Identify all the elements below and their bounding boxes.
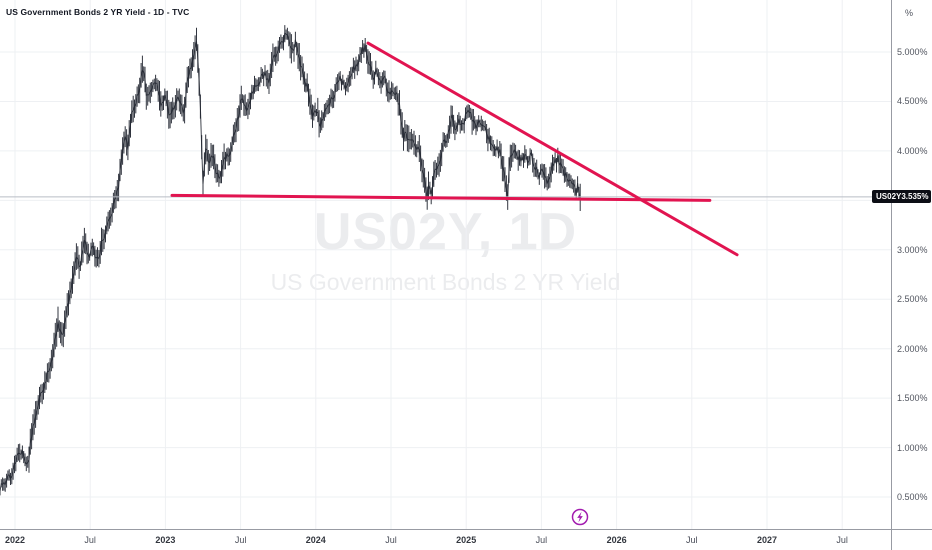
chart-title: US Government Bonds 2 YR Yield - 1D - TV… — [6, 7, 190, 17]
time-scale-tick: 2023 — [155, 535, 176, 545]
last-price-value: 3.535% — [901, 192, 929, 201]
time-scale-tick: Jul — [385, 535, 397, 545]
time-scale-tick: 2025 — [456, 535, 477, 545]
gridlines — [0, 0, 891, 529]
horizontal-support[interactable] — [170, 193, 712, 202]
price-scale-tick: 2.500% — [897, 294, 928, 305]
time-scale-tick: 2027 — [756, 535, 778, 545]
time-scale-tick: Jul — [686, 535, 698, 545]
last-price-symbol: US02Y — [876, 192, 902, 201]
trendlines[interactable] — [170, 41, 739, 257]
time-scale-tick: 2022 — [4, 535, 26, 545]
price-scale-tick: 3.000% — [897, 244, 928, 255]
price-scale-tick: 2.000% — [897, 343, 928, 354]
time-scale-tick: 2024 — [305, 535, 326, 545]
price-scale-tick: 4.500% — [897, 96, 928, 107]
price-scale-tick: 4.000% — [897, 145, 928, 156]
time-scale-tick: Jul — [84, 535, 96, 545]
time-scale-tick: Jul — [535, 535, 548, 545]
descending-resistance[interactable] — [366, 41, 739, 257]
time-scale-tick: 2026 — [606, 535, 627, 545]
price-scale-tick: 1.500% — [897, 393, 928, 404]
lightning-boost-icon[interactable] — [571, 508, 589, 526]
time-scale-tick: Jul — [234, 535, 247, 545]
price-scale-tick: 0.500% — [897, 492, 928, 503]
price-scale-tick: 1.000% — [897, 442, 928, 453]
price-scale-tick: 5.000% — [897, 47, 928, 57]
price-series — [0, 25, 581, 496]
price-scale-unit: % — [905, 8, 914, 18]
time-scale-tick: Jul — [836, 535, 848, 545]
last-price-label: US02Y 3.535% — [872, 190, 931, 203]
